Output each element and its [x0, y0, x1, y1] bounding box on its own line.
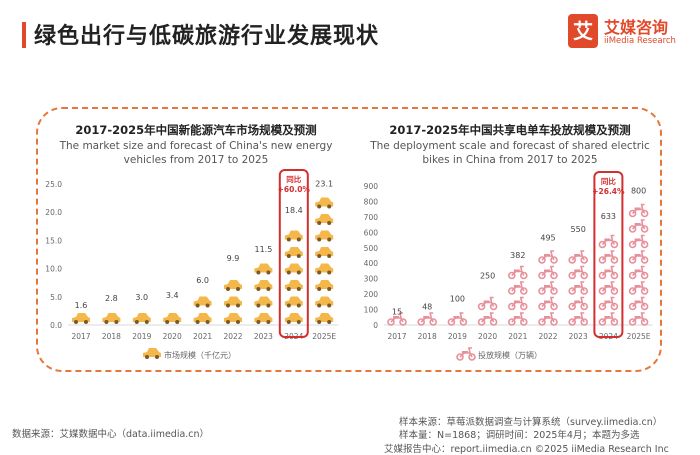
chart-1-bar-2022 — [224, 280, 242, 324]
chart-2-bar-2017 — [387, 312, 407, 326]
chart-2-bar-2022 — [538, 250, 558, 326]
chart-2-xtick-2018: 2018 — [418, 332, 437, 341]
chart-2-ytick: 400 — [364, 259, 379, 268]
chart-1-value-label-2025E: 23.1 — [315, 180, 333, 189]
chart-2-bar-2025E — [628, 203, 649, 326]
chart-1-highlight-label: 同比 — [286, 174, 301, 184]
chart-1-subtitle-line-2: vehicles from 2017 to 2025 — [123, 154, 269, 166]
logo-text-cn: 艾媒咨询 — [604, 18, 669, 37]
chart-2-subtitle-line-2: bikes in China from 2017 to 2025 — [422, 154, 598, 166]
chart-1-xtick-2023: 2023 — [254, 332, 273, 341]
data-source: 数据来源：艾媒数据中心（data.iimedia.cn） — [12, 429, 210, 440]
chart-1-ytick: 10.0 — [45, 265, 62, 274]
chart-2-value-label-2020: 250 — [480, 271, 495, 280]
chart-2-xtick-2017: 2017 — [387, 332, 406, 341]
chart-1-xtick-2025E: 2025E — [312, 332, 336, 341]
chart-1-bar-2017 — [72, 313, 90, 324]
chart-1-ytick: 5.0 — [50, 293, 62, 302]
chart-2-subtitle: The deployment scale and forecast of sha… — [366, 139, 654, 167]
chart-2-ytick: 600 — [364, 228, 379, 237]
chart-1-xtick-2022: 2022 — [223, 332, 242, 341]
chart-2-title: 2017-2025年中国共享电单车投放规模及预测 — [389, 123, 631, 137]
chart-2-bar-2023 — [568, 250, 589, 326]
chart-1-highlight-value: +60.0% — [278, 185, 311, 194]
chart-2-bar-2021 — [507, 265, 528, 326]
chart-2-subtitle-line-1: The deployment scale and forecast of sha… — [370, 140, 650, 152]
chart-2-bar-2018 — [417, 312, 438, 326]
chart-2-bar-2024 — [598, 234, 619, 326]
chart-2-value-label-2021: 382 — [510, 251, 525, 260]
chart-2-bar-2020 — [477, 296, 498, 326]
chart-1-legend-label: 市场规模（千亿元） — [164, 350, 236, 360]
chart-1-ytick: 25.0 — [45, 180, 62, 189]
chart-2-legend-label: 投放规模（万辆） — [478, 350, 542, 360]
charts-frame — [36, 107, 662, 372]
chart-2-ytick: 900 — [364, 182, 379, 191]
chart-1-xtick-2021: 2021 — [193, 332, 212, 341]
chart-1-title: 2017-2025年中国新能源汽车市场规模及预测 — [75, 123, 317, 137]
logo-text-en: iiMedia Research — [604, 36, 676, 46]
page-title: 绿色出行与低碳旅游行业发展现状 — [34, 24, 380, 49]
chart-2-xtick-2022: 2022 — [538, 332, 557, 341]
chart-1-value-label-2023: 11.5 — [254, 245, 272, 254]
chart-1-bar-2018 — [102, 313, 121, 324]
chart-1-xtick-2020: 2020 — [163, 332, 182, 341]
chart-2-xtick-2023: 2023 — [569, 332, 588, 341]
chart-2-value-label-2023: 550 — [571, 225, 586, 234]
chart-2-xtick-2020: 2020 — [478, 332, 497, 341]
title-accent-bar — [22, 22, 26, 48]
chart-2-ytick: 500 — [364, 244, 379, 253]
chart-1-legend-car-icon — [143, 348, 161, 359]
chart-2-highlight-label: 同比 — [601, 176, 616, 186]
chart-1-value-label-2022: 9.9 — [227, 254, 240, 263]
chart-1-bar-2020 — [163, 313, 182, 324]
chart-1-bar-2025E — [315, 197, 334, 324]
chart-1-bar-2019 — [132, 313, 151, 324]
chart-2-ytick: 100 — [364, 306, 379, 315]
chart-2-xtick-2019: 2019 — [448, 332, 467, 341]
chart-2-bar-2019 — [447, 312, 468, 326]
chart-2-xtick-2025E: 2025E — [627, 332, 651, 341]
chart-1-value-label-2019: 3.0 — [135, 293, 148, 302]
chart-1-value-label-2020: 3.4 — [166, 291, 179, 300]
chart-2-ytick: 700 — [364, 213, 379, 222]
chart-1-ytick: 0.0 — [50, 321, 62, 330]
chart-2-xtick-2021: 2021 — [508, 332, 527, 341]
report-center: 艾媒报告中心：report.iimedia.cn ©2025 iiMedia R… — [384, 444, 669, 455]
chart-2-value-label-2025E: 800 — [631, 186, 646, 195]
chart-1-ytick: 15.0 — [45, 236, 62, 245]
chart-2-legend-scooter-icon — [456, 347, 476, 361]
iimedia-logo: 艾 艾媒咨询 iiMedia Research — [568, 12, 688, 52]
chart-1-xtick-2018: 2018 — [102, 332, 121, 341]
chart-1-ytick: 20.0 — [45, 208, 62, 217]
chart-2-highlight-box — [593, 171, 624, 338]
chart-1-value-label-2018: 2.8 — [105, 294, 118, 303]
chart-1-subtitle: The market size and forecast of China's … — [52, 139, 340, 167]
chart-2-value-label-2019: 100 — [450, 295, 465, 304]
chart-2-ytick: 800 — [364, 197, 379, 206]
chart-1-value-label-2021: 6.0 — [196, 276, 209, 285]
logo-mark: 艾 — [568, 14, 598, 48]
chart-1-highlight-box — [278, 169, 309, 338]
chart-1-value-label-2017: 1.6 — [75, 301, 88, 310]
chart-2-value-label-2017: 15 — [392, 308, 402, 317]
chart-2-ytick: 200 — [364, 290, 379, 299]
chart-2-value-label-2022: 495 — [540, 234, 555, 243]
chart-1-value-label-2024: 18.4 — [285, 206, 303, 215]
chart-1-xtick-2019: 2019 — [132, 332, 151, 341]
chart-2-value-label-2018: 48 — [422, 303, 432, 312]
chart-1-bar-2021 — [193, 296, 212, 324]
chart-1-bar-2023 — [254, 263, 273, 324]
chart-1-xtick-2017: 2017 — [71, 332, 90, 341]
chart-2-highlight-value: +26.4% — [592, 187, 625, 196]
sample-info: 样本量：N=1868；调研时间：2025年4月；本题为多选 — [399, 430, 640, 441]
sample-source: 样本来源：草莓派数据调查与计算系统（survey.iimedia.cn） — [399, 417, 663, 428]
chart-1-subtitle-line-1: The market size and forecast of China's … — [59, 140, 333, 152]
chart-1-bar-2024 — [284, 230, 303, 324]
chart-2-ytick: 0 — [373, 321, 378, 330]
chart-2-value-label-2024: 633 — [601, 212, 616, 221]
chart-2-ytick: 300 — [364, 275, 379, 284]
